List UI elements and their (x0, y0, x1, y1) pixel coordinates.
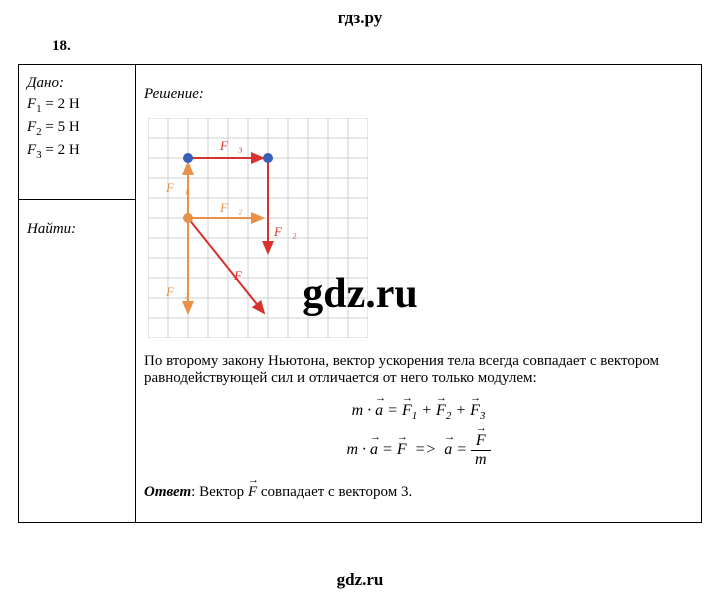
point-top-left (183, 153, 193, 163)
label-f2-d: F⃗₂ (165, 284, 189, 299)
equation-1: m · a = F1 + F2 + F3 (144, 402, 693, 422)
label-f2-red: F⃗₂ (273, 224, 297, 239)
watermark-center: gdz.ru (302, 270, 418, 318)
solution-title: Решение: (144, 86, 693, 103)
point-top-right (263, 153, 273, 163)
given-title: Дано: (27, 75, 127, 92)
given-line-2: F2 = 5 Н (27, 119, 127, 138)
problem-number: 18. (52, 38, 71, 55)
watermark-top: гдз.ру (338, 8, 383, 28)
label-f1: F⃗₁ (165, 180, 189, 195)
label-f3: F⃗₃ (219, 138, 243, 153)
solution-cell: Решение: (136, 65, 702, 523)
label-f2-r: F⃗₂ (219, 200, 243, 215)
find-cell: Найти: (19, 200, 136, 523)
origin-point (183, 213, 193, 223)
answer-line: Ответ: Вектор F совпадает с вектором 3. (144, 484, 693, 501)
explanation-text: По второму закону Ньютона, вектор ускоре… (144, 353, 693, 387)
vector-f-result (188, 218, 264, 313)
given-line-3: F3 = 2 Н (27, 142, 127, 161)
find-title: Найти: (27, 221, 127, 238)
given-cell: Дано: F1 = 2 Н F2 = 5 Н F3 = 2 Н (19, 65, 136, 200)
given-line-1: F1 = 2 Н (27, 96, 127, 115)
label-f: F⃗ (233, 268, 252, 283)
watermark-bottom: gdz.ru (337, 570, 384, 590)
equation-2: m · a = F => a = Fm (144, 432, 693, 469)
answer-label: Ответ (144, 484, 191, 500)
